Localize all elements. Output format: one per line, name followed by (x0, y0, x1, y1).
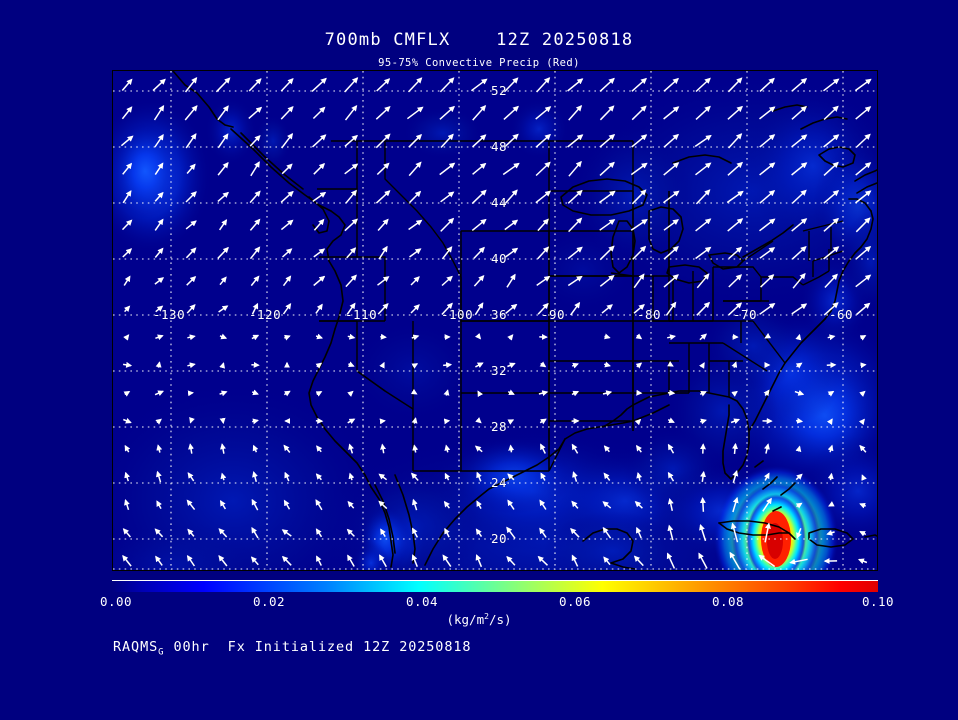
lat-label-20: 20 (491, 531, 508, 546)
graticule-layer (113, 71, 877, 570)
lon-label-90: -90 (541, 307, 566, 322)
model-subscript: G (158, 647, 165, 658)
lat-label-44: 44 (491, 195, 508, 210)
page-title: 700mb CMFLX 12Z 20250818 (324, 30, 634, 50)
unit-prefix: (kg/m (446, 612, 485, 628)
colorbar-tick-0: 0.00 (99, 594, 133, 609)
lon-label-130: -130 (153, 307, 186, 322)
lon-label-100: -100 (441, 307, 474, 322)
lon-label-110: -110 (345, 307, 378, 322)
lon-label-60: -60 (829, 307, 854, 322)
lat-label-28: 28 (491, 419, 508, 434)
model-name: RAQMS (113, 639, 159, 655)
colorbar[interactable] (112, 580, 878, 592)
geography-layer (172, 71, 877, 570)
model-caption: RAQMSG 00hr Fx Initialized 12Z 20250818 (113, 639, 471, 658)
lat-label-36: 36 (491, 307, 508, 322)
page-subtitle: 95-75% Convective Precip (Red) (378, 57, 580, 69)
colorbar-tick-3: 0.06 (558, 594, 592, 609)
lon-label-80: -80 (637, 307, 662, 322)
lat-label-40: 40 (491, 251, 508, 266)
colorbar-tick-2: 0.04 (405, 594, 439, 609)
cmflx-field-layer (113, 71, 877, 570)
lon-label-70: -70 (733, 307, 758, 322)
wind-vector-layer (120, 77, 872, 570)
lat-label-48: 48 (491, 139, 508, 154)
lat-label-52: 52 (491, 83, 508, 98)
lon-label-120: -120 (249, 307, 282, 322)
unit-suffix: /s) (488, 612, 512, 628)
forecast-info: 00hr Fx Initialized 12Z 20250818 (164, 639, 472, 655)
colorbar-tick-5: 0.10 (861, 594, 895, 609)
colorbar-tick-4: 0.08 (711, 594, 745, 609)
lat-label-32: 32 (491, 363, 508, 378)
map-plot-area[interactable]: 52 48 44 40 36 32 28 24 20 -130 -120 -11… (112, 70, 878, 571)
unit-exponent: 2 (484, 612, 489, 621)
colorbar-unit-label: (kg/m2/s) (0, 612, 958, 627)
lat-label-24: 24 (491, 475, 508, 490)
colorbar-tick-1: 0.02 (252, 594, 286, 609)
